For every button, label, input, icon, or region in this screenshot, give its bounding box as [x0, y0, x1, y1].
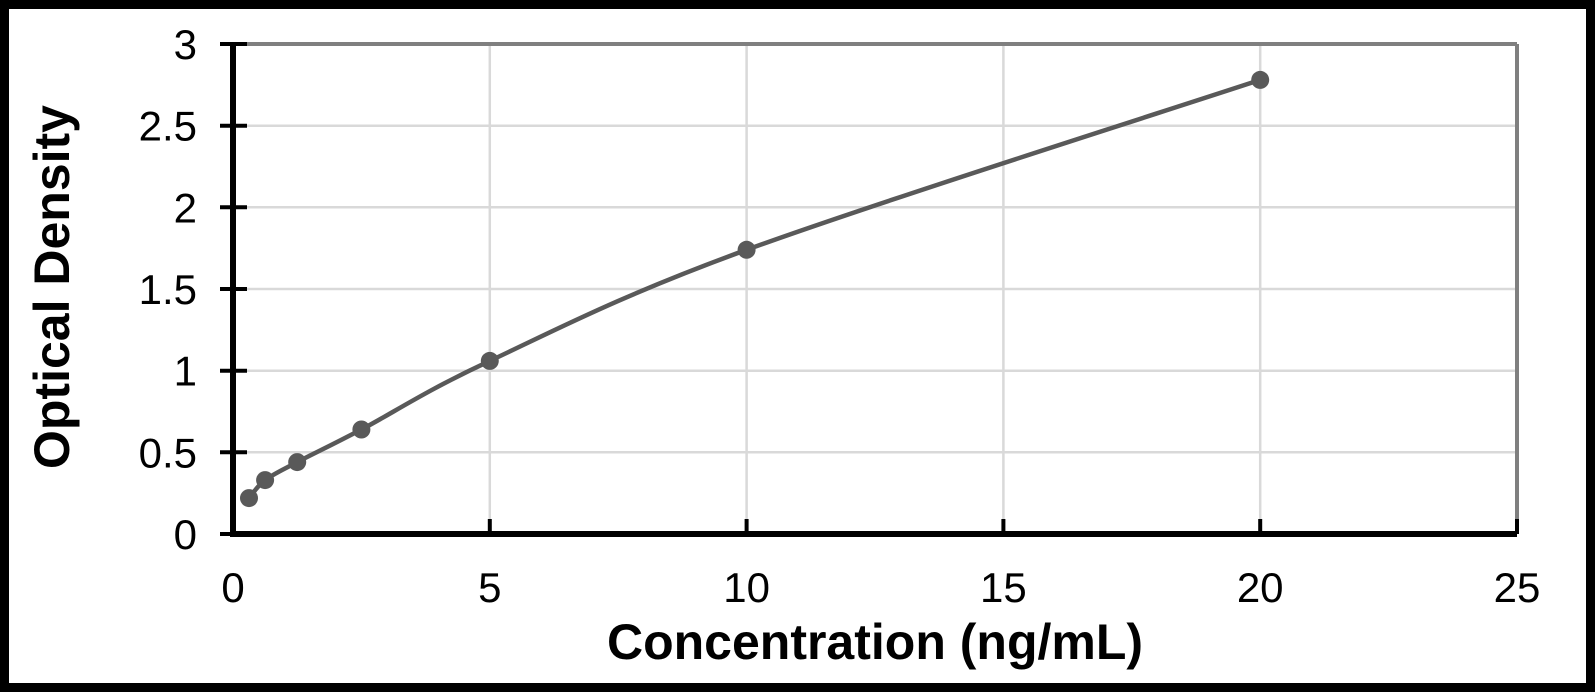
- y-tick-label: 0.5: [139, 429, 197, 476]
- y-axis-title: Optical Density: [24, 105, 80, 469]
- tick-marks: [220, 42, 1519, 536]
- x-tick-label: 0: [221, 564, 244, 611]
- data-point-marker: [352, 420, 371, 439]
- data-point-marker: [737, 240, 756, 259]
- gridlines: [233, 44, 1517, 534]
- data-point-marker: [240, 489, 258, 508]
- x-tick-label: 15: [980, 564, 1027, 611]
- y-tick-label: 3: [174, 21, 197, 68]
- data-point-marker: [256, 471, 275, 490]
- y-tick-label: 0: [174, 511, 197, 558]
- x-tick-label: 25: [1494, 564, 1541, 611]
- data-point-marker: [1251, 70, 1270, 89]
- x-tick-label: 20: [1237, 564, 1284, 611]
- y-tick-label: 2: [174, 184, 197, 231]
- standard-curve-chart: 0 5 10 15 20 25 0 0.5 1 1.5 2 2.5 3 Concentration (…: [24, 21, 1540, 670]
- y-tick-label: 1: [174, 348, 197, 395]
- y-tick-label: 2.5: [139, 103, 197, 150]
- y-tick-labels: 0 0.5 1 1.5 2 2.5 3: [139, 21, 197, 558]
- data-point-marker: [480, 351, 499, 370]
- x-axis-title: Concentration (ng/mL): [607, 614, 1143, 670]
- y-tick-label: 1.5: [139, 266, 197, 313]
- data-series: [240, 70, 1270, 508]
- x-tick-label: 5: [478, 564, 501, 611]
- data-point-marker: [288, 453, 307, 472]
- x-tick-label: 10: [723, 564, 770, 611]
- x-tick-labels: 0 5 10 15 20 25: [221, 564, 1540, 611]
- plot-border: [233, 42, 1519, 534]
